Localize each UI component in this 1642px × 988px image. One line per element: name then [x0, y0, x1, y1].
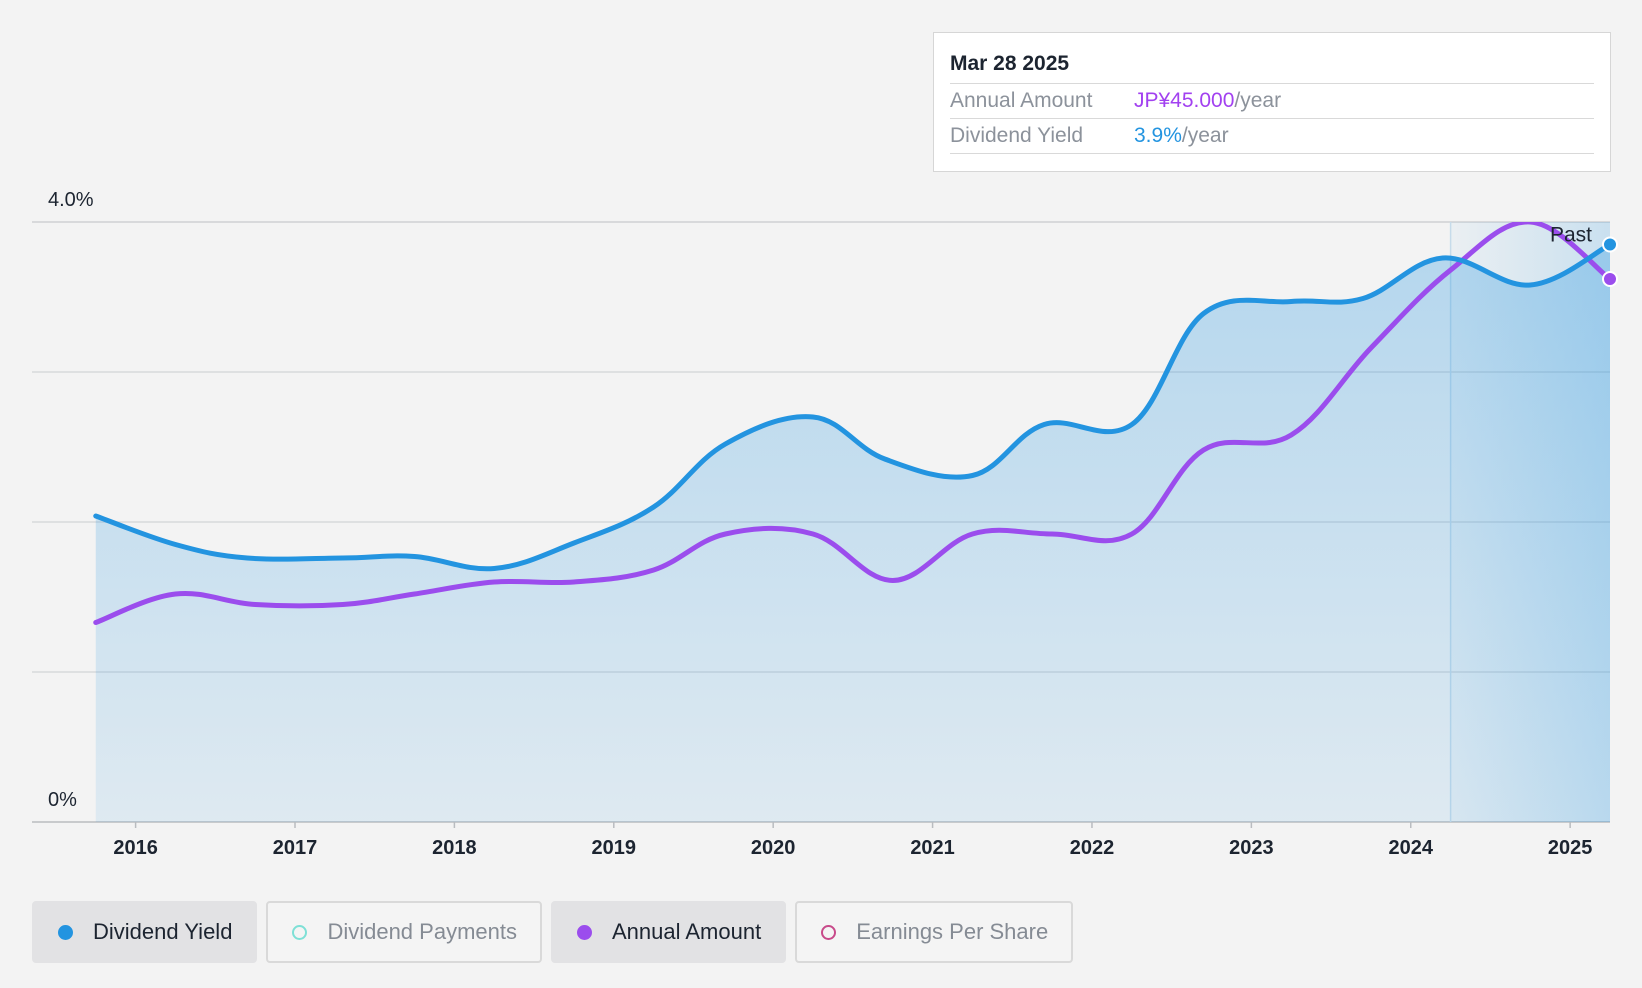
annual-amount-line: [93, 222, 1610, 625]
x-tick-label: 2023: [1229, 837, 1274, 859]
x-tick-label: 2025: [1548, 837, 1593, 859]
legend-earnings-per-share-button[interactable]: Earnings Per Share: [795, 901, 1074, 963]
tooltip-date: Mar 28 2025: [950, 47, 1594, 84]
legend-dividend-yield-button[interactable]: Dividend Yield: [32, 901, 258, 963]
past-label: Past: [1550, 224, 1592, 247]
dividend-yield-dot-icon: [58, 924, 73, 940]
x-tick-label: 2022: [1070, 837, 1115, 859]
dividend-yield-end-point: [1602, 236, 1618, 253]
x-tick-label: 2019: [592, 837, 637, 859]
plot-area: [93, 222, 1610, 822]
tooltip-annual-unit: /year: [1234, 89, 1282, 112]
end-markers: [1602, 236, 1618, 287]
legend-earnings-per-share-label: Earnings Per Share: [856, 919, 1049, 944]
legend-annual-amount-button[interactable]: Annual Amount: [550, 901, 787, 963]
x-tick-label: 2018: [432, 837, 477, 859]
tooltip-annual-label: Annual Amount: [950, 89, 1093, 112]
y-tick-label: 0%: [48, 789, 77, 811]
annual-amount-dot-icon: [576, 924, 592, 940]
legend-dividend-yield-label: Dividend Yield: [93, 919, 233, 944]
dividend-yield-area: [95, 244, 1610, 822]
x-tick-label: 2024: [1389, 837, 1434, 859]
tooltip-annual-value: JP¥45.000: [1134, 89, 1235, 112]
x-tick-label: 2016: [113, 837, 158, 859]
x-tick-label: 2021: [910, 837, 955, 859]
earnings-per-share-ring-icon: [821, 924, 837, 940]
legend-annual-amount-label: Annual Amount: [611, 919, 762, 944]
legend-dividend-payments-label: Dividend Payments: [327, 919, 517, 944]
dividend-yield-line: [93, 242, 1610, 572]
tooltip-yield-value: 3.9%: [1134, 124, 1182, 147]
y-tick-label: 4.0%: [48, 189, 94, 211]
tooltip-yield-row: Dividend Yield 3.9%/year: [950, 119, 1594, 154]
axes: Past 0% 4.0% 2016 2017 2018 2019 2020 2021 2022 20…: [48, 189, 1592, 859]
x-tick-label: 2020: [751, 837, 796, 859]
tooltip-yield-label: Dividend Yield: [950, 124, 1084, 147]
annual-amount-end-point: [1602, 271, 1618, 287]
dividend-payments-ring-icon: [292, 924, 308, 940]
x-tick-label: 2017: [273, 837, 318, 859]
legend: Dividend Yield Dividend Payments Annual …: [32, 901, 1074, 963]
legend-dividend-payments-button[interactable]: Dividend Payments: [266, 901, 542, 963]
tooltip-annual-row: Annual Amount JP¥45.000/year: [950, 84, 1594, 119]
tooltip-yield-unit: /year: [1181, 124, 1229, 147]
tooltip-panel: Mar 28 2025 Annual Amount JP¥45.000/year…: [933, 32, 1611, 172]
